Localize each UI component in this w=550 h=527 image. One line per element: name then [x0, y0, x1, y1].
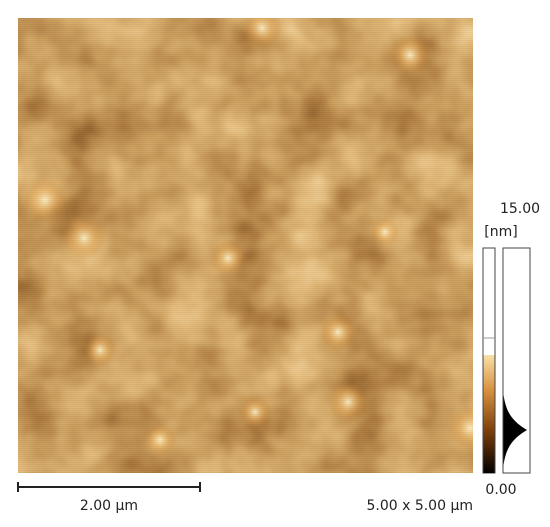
colorbar-max: 15.00	[500, 201, 540, 217]
histogram	[503, 395, 527, 465]
scale-bar-label: 2.00 µm	[80, 498, 138, 514]
scan-size: 5.00 x 5.00 µm	[366, 498, 473, 514]
scale-bar	[17, 482, 201, 492]
colorbar	[483, 355, 495, 473]
colorbar-min: 0.00	[485, 482, 516, 498]
colorbar-unit: [nm]	[484, 224, 517, 240]
topography-image	[18, 18, 473, 473]
